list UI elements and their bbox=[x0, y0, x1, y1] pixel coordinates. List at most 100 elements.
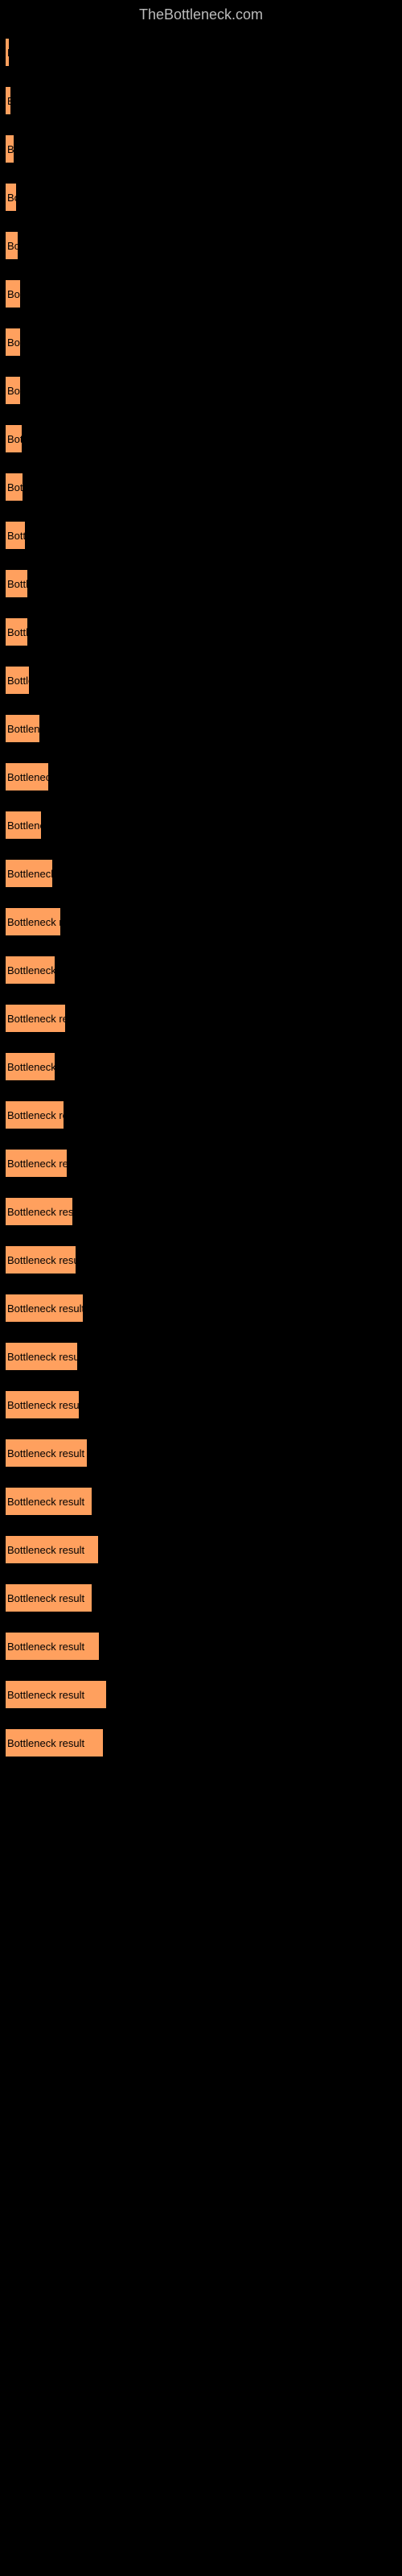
chart-bar: Bottleneck result bbox=[5, 1342, 78, 1371]
bar-label: Bottleneck result bbox=[7, 675, 30, 687]
bar-label: Bottleneck result bbox=[7, 1206, 73, 1218]
chart-row: Bottleneck result bbox=[5, 1342, 397, 1371]
bar-label: Bottleneck result bbox=[7, 1351, 78, 1363]
bar-label: Bottleneck result bbox=[7, 1447, 84, 1459]
bar-label: Bottleneck result bbox=[7, 964, 55, 976]
chart-bar: Bottleneck result bbox=[5, 811, 42, 840]
bar-label: Bottleneck result bbox=[7, 288, 21, 300]
bar-label: Bottleneck result bbox=[7, 578, 28, 590]
bar-label: Bottleneck result bbox=[7, 1254, 76, 1266]
bottleneck-bar-chart: Bottleneck result Bottleneck result Bottle… bbox=[0, 30, 402, 1785]
bar-label: Bottleneck result bbox=[7, 1302, 84, 1315]
chart-bar: Bottleneck result bbox=[5, 1149, 68, 1178]
bar-label: Bottleneck result bbox=[7, 916, 61, 928]
chart-bar: Bottleneck result bbox=[5, 86, 11, 115]
bar-label: Bottleneck result bbox=[7, 143, 14, 155]
bar-label: Bottleneck result bbox=[7, 1013, 66, 1025]
bar-label: Bottleneck result bbox=[7, 530, 26, 542]
chart-row: Bottleneck result bbox=[5, 183, 397, 212]
bar-label: Bottleneck result bbox=[7, 771, 49, 783]
bar-label: Bottleneck result bbox=[7, 1158, 68, 1170]
chart-bar: Bottleneck result bbox=[5, 859, 53, 888]
chart-bar: Bottleneck result bbox=[5, 1680, 107, 1709]
chart-row: Bottleneck result bbox=[5, 1487, 397, 1516]
chart-row: Bottleneck result bbox=[5, 569, 397, 598]
chart-row: Bottleneck result bbox=[5, 1632, 397, 1661]
chart-bar: Bottleneck result bbox=[5, 183, 17, 212]
chart-row: Bottleneck result bbox=[5, 1583, 397, 1612]
chart-bar: Bottleneck result bbox=[5, 279, 21, 308]
chart-row: Bottleneck result bbox=[5, 521, 397, 550]
chart-row: Bottleneck result bbox=[5, 134, 397, 163]
chart-bar: Bottleneck result bbox=[5, 1728, 104, 1757]
chart-bar: Bottleneck result bbox=[5, 1245, 76, 1274]
chart-bar: Bottleneck result bbox=[5, 1439, 88, 1468]
chart-row: Bottleneck result bbox=[5, 279, 397, 308]
chart-bar: Bottleneck result bbox=[5, 569, 28, 598]
chart-bar: Bottleneck result bbox=[5, 1052, 55, 1081]
chart-bar: Bottleneck result bbox=[5, 1535, 99, 1564]
bar-label: Bottleneck result bbox=[7, 819, 42, 832]
chart-bar: Bottleneck result bbox=[5, 1390, 80, 1419]
chart-bar: Bottleneck result bbox=[5, 762, 49, 791]
chart-row: Bottleneck result bbox=[5, 376, 397, 405]
chart-row: Bottleneck result bbox=[5, 762, 397, 791]
bar-label: Bottleneck result bbox=[7, 723, 40, 735]
chart-row: Bottleneck result bbox=[5, 38, 397, 67]
chart-row: Bottleneck result bbox=[5, 473, 397, 502]
site-header: TheBottleneck.com bbox=[0, 0, 402, 30]
bar-label: Bottleneck result bbox=[7, 433, 23, 445]
chart-bar: Bottleneck result bbox=[5, 666, 30, 695]
chart-bar: Bottleneck result bbox=[5, 376, 21, 405]
bar-label: Bottleneck result bbox=[7, 47, 10, 59]
chart-row: Bottleneck result bbox=[5, 1680, 397, 1709]
bar-label: Bottleneck result bbox=[7, 868, 53, 880]
chart-bar: Bottleneck result bbox=[5, 617, 28, 646]
chart-bar: Bottleneck result bbox=[5, 907, 61, 936]
bar-label: Bottleneck result bbox=[7, 385, 21, 397]
chart-row: Bottleneck result bbox=[5, 666, 397, 695]
chart-bar: Bottleneck result bbox=[5, 1294, 84, 1323]
chart-bar: Bottleneck result bbox=[5, 1197, 73, 1226]
chart-row: Bottleneck result bbox=[5, 1100, 397, 1129]
bar-label: Bottleneck result bbox=[7, 1737, 84, 1749]
chart-row: Bottleneck result bbox=[5, 956, 397, 985]
chart-row: Bottleneck result bbox=[5, 231, 397, 260]
bar-label: Bottleneck result bbox=[7, 1544, 84, 1556]
chart-row: Bottleneck result bbox=[5, 811, 397, 840]
chart-row: Bottleneck result bbox=[5, 907, 397, 936]
chart-row: Bottleneck result bbox=[5, 1390, 397, 1419]
chart-bar: Bottleneck result bbox=[5, 1632, 100, 1661]
chart-bar: Bottleneck result bbox=[5, 1100, 64, 1129]
chart-row: Bottleneck result bbox=[5, 859, 397, 888]
chart-bar: Bottleneck result bbox=[5, 134, 14, 163]
chart-row: Bottleneck result bbox=[5, 1197, 397, 1226]
chart-row: Bottleneck result bbox=[5, 1004, 397, 1033]
chart-row: Bottleneck result bbox=[5, 1535, 397, 1564]
chart-bar: Bottleneck result bbox=[5, 714, 40, 743]
bar-label: Bottleneck result bbox=[7, 1399, 80, 1411]
chart-row: Bottleneck result bbox=[5, 424, 397, 453]
bar-label: Bottleneck result bbox=[7, 1496, 84, 1508]
chart-bar: Bottleneck result bbox=[5, 473, 23, 502]
bar-label: Bottleneck result bbox=[7, 481, 23, 493]
chart-bar: Bottleneck result bbox=[5, 231, 18, 260]
chart-row: Bottleneck result bbox=[5, 86, 397, 115]
chart-row: Bottleneck result bbox=[5, 1728, 397, 1757]
chart-bar: Bottleneck result bbox=[5, 424, 23, 453]
bar-label: Bottleneck result bbox=[7, 95, 11, 107]
chart-row: Bottleneck result bbox=[5, 1439, 397, 1468]
bar-label: Bottleneck result bbox=[7, 1109, 64, 1121]
bar-label: Bottleneck result bbox=[7, 626, 28, 638]
chart-bar: Bottleneck result bbox=[5, 956, 55, 985]
bar-label: Bottleneck result bbox=[7, 1641, 84, 1653]
bar-label: Bottleneck result bbox=[7, 1689, 84, 1701]
chart-bar: Bottleneck result bbox=[5, 1487, 92, 1516]
bar-label: Bottleneck result bbox=[7, 1061, 55, 1073]
chart-row: Bottleneck result bbox=[5, 1149, 397, 1178]
chart-row: Bottleneck result bbox=[5, 714, 397, 743]
bar-label: Bottleneck result bbox=[7, 240, 18, 252]
chart-bar: Bottleneck result bbox=[5, 521, 26, 550]
chart-bar: Bottleneck result bbox=[5, 328, 21, 357]
bar-label: Bottleneck result bbox=[7, 1592, 84, 1604]
